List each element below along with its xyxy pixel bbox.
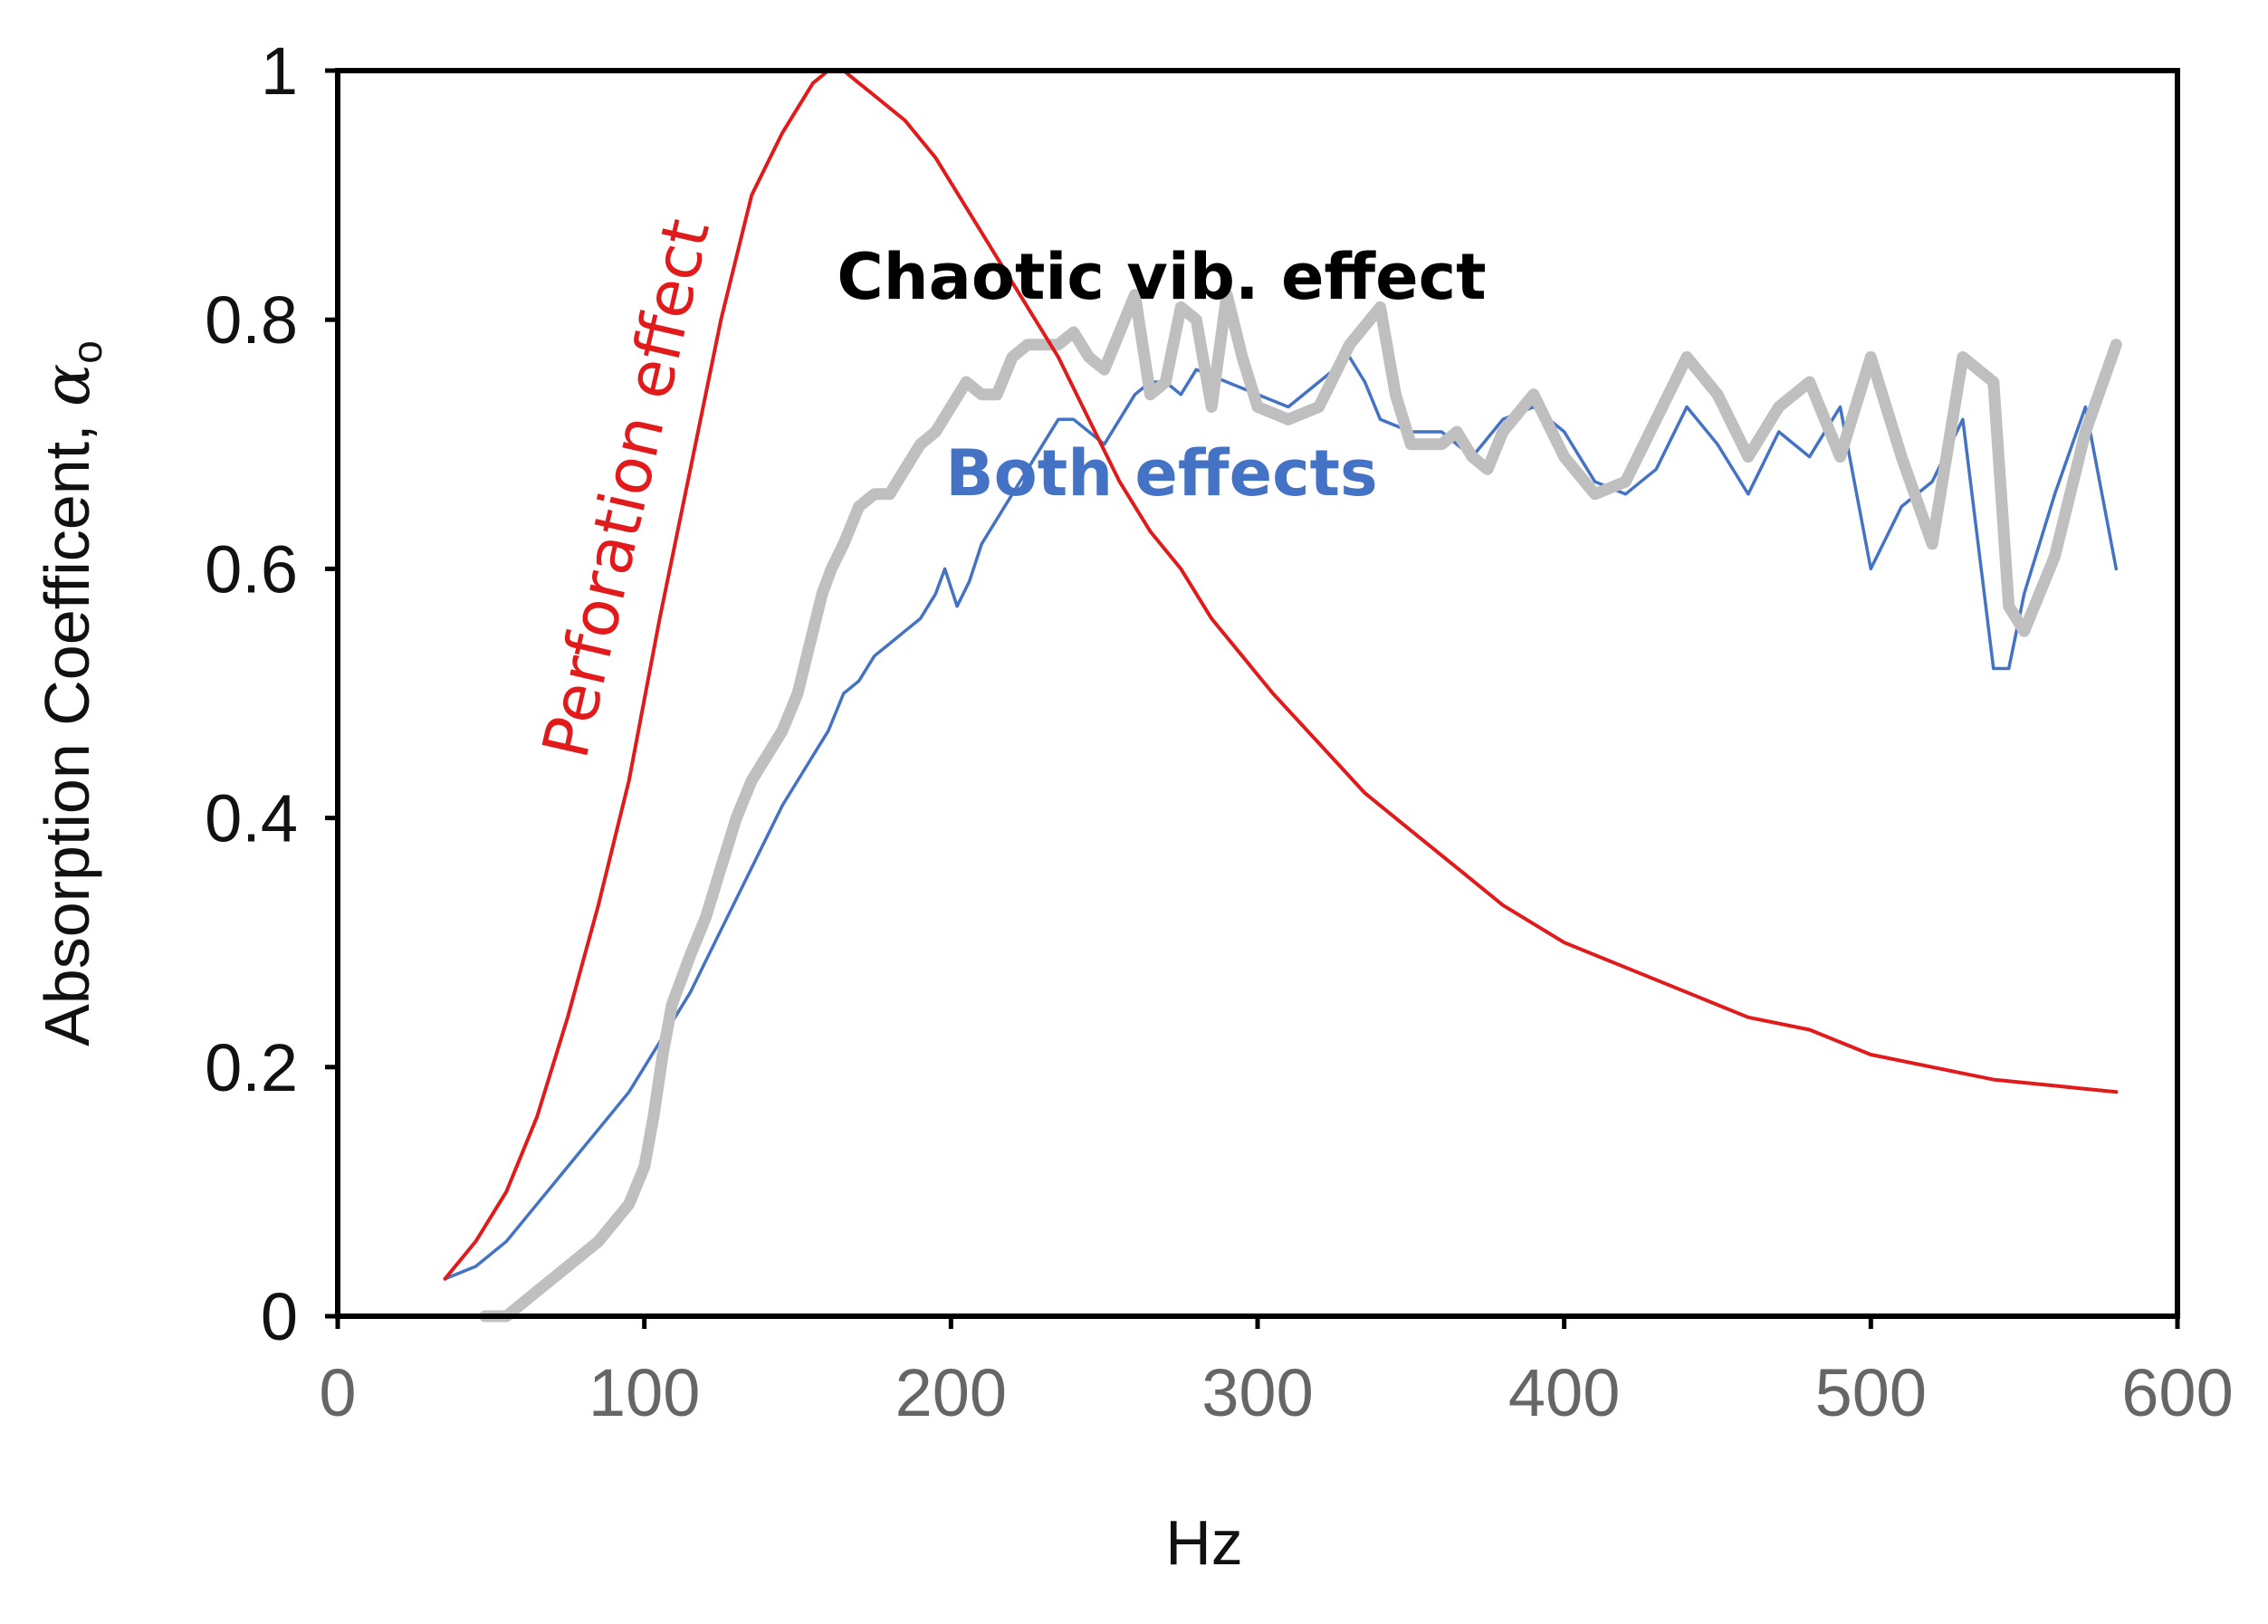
x-tick-label: 600 (2121, 1355, 2233, 1430)
y-tick-label: 0 (261, 1279, 298, 1354)
y-tick-label: 0.4 (205, 781, 298, 856)
annotation-perforation-effect: Perforation effect (528, 212, 724, 764)
y-axis-label-subscript: o (63, 340, 110, 364)
series-line-perforation-effect (443, 69, 2119, 1281)
series-line-chaotic-vib-effect (479, 289, 2122, 1323)
x-tick-label: 0 (319, 1355, 356, 1430)
y-axis-ticks: 0 0.2 0.4 0.6 0.8 1 (205, 33, 338, 1354)
plot-series-layer (443, 69, 2122, 1323)
x-tick-label: 200 (895, 1355, 1007, 1430)
y-axis-label-symbol: α (30, 364, 104, 406)
y-axis-label: Absorption Coefficent, αo (30, 340, 110, 1046)
x-tick-label: 300 (1201, 1355, 1313, 1430)
y-tick-label: 1 (261, 33, 298, 109)
annotation-chaotic-vib-effect: Chaotic vib. effect (837, 240, 1486, 314)
x-tick-label: 100 (589, 1355, 700, 1430)
y-axis-label-main: Absorption Coefficent, (32, 406, 102, 1046)
x-axis-label: Hz (1165, 1507, 1243, 1578)
y-tick-label: 0.2 (205, 1030, 298, 1105)
annotation-both-effects: Both effects (945, 436, 1377, 511)
x-axis-ticks: 0 100 200 300 400 500 600 (319, 1316, 2234, 1430)
y-tick-label: 0.6 (205, 531, 298, 607)
x-tick-label: 400 (1508, 1355, 1620, 1430)
x-tick-label: 500 (1815, 1355, 1927, 1430)
y-tick-label: 0.8 (205, 282, 298, 358)
